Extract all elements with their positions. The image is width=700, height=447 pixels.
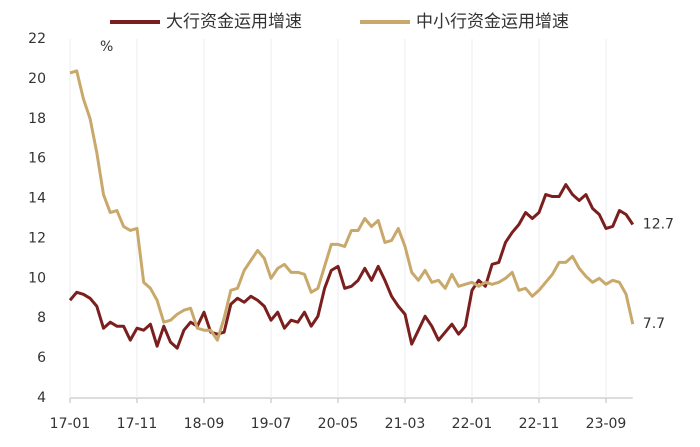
y-tick-label: 20 bbox=[28, 71, 46, 87]
y-tick-label: 8 bbox=[37, 310, 46, 326]
x-tick-label: 18-09 bbox=[184, 416, 225, 432]
x-tick-label: 17-11 bbox=[117, 416, 158, 432]
legend-label: 中小行资金运用增速 bbox=[416, 12, 569, 32]
y-tick-label: 14 bbox=[28, 191, 46, 207]
x-tick-label: 22-01 bbox=[452, 416, 493, 432]
line bbox=[68, 183, 635, 350]
y-tick-label: 4 bbox=[37, 390, 46, 406]
y-tick-label: 18 bbox=[28, 111, 46, 127]
x-tick-label: 21-03 bbox=[385, 416, 426, 432]
y-tick-label: 16 bbox=[28, 151, 46, 167]
end-label: 12.7 bbox=[643, 216, 674, 232]
line bbox=[69, 69, 635, 342]
x-tick-label: 20-05 bbox=[318, 416, 359, 432]
y-tick-label: 22 bbox=[28, 31, 46, 47]
y-tick-label: 12 bbox=[28, 230, 46, 246]
unit-label: % bbox=[100, 39, 113, 55]
y-tick-label: 10 bbox=[28, 270, 46, 286]
end-label: 7.7 bbox=[643, 316, 665, 332]
x-tick-label: 23-09 bbox=[586, 416, 627, 432]
y-tick-label: 6 bbox=[37, 350, 46, 366]
x-tick-label: 22-11 bbox=[519, 416, 560, 432]
x-tick-label: 19-07 bbox=[251, 416, 292, 432]
x-tick-label: 17-01 bbox=[50, 416, 91, 432]
legend-label: 大行资金运用增速 bbox=[166, 12, 302, 32]
